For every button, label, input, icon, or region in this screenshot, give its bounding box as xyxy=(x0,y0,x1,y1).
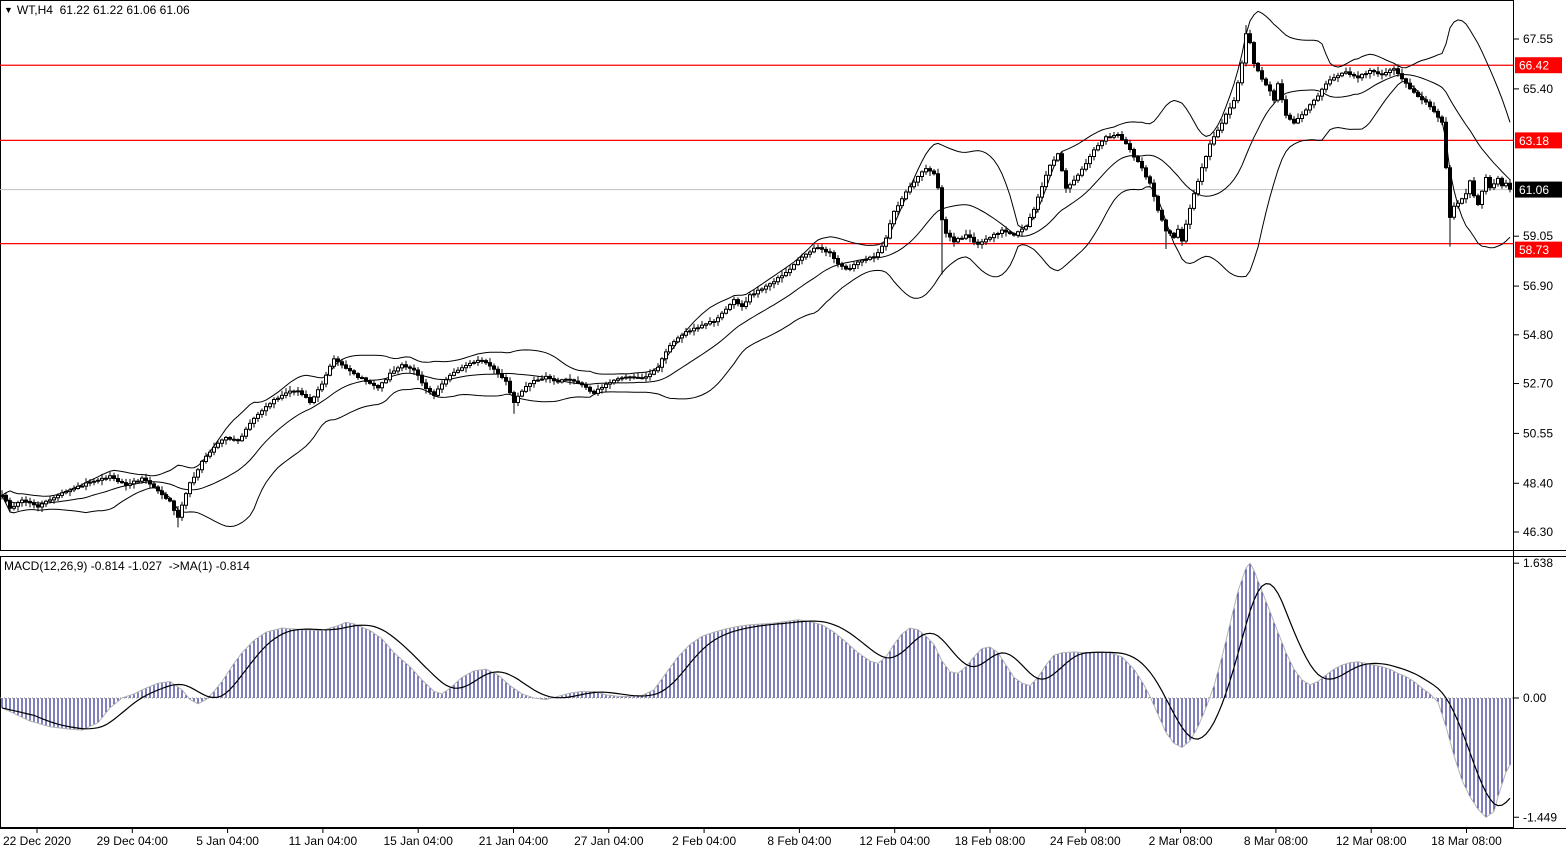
time-axis-label[interactable]: 2 Feb 04:00 xyxy=(672,834,736,848)
time-axis-label[interactable]: 8 Mar 08:00 xyxy=(1244,834,1308,848)
bullish-candles xyxy=(0,33,1508,518)
time-axis-label[interactable]: 12 Feb 04:00 xyxy=(859,834,930,848)
time-axis-label[interactable]: 22 Dec 2020 xyxy=(3,834,71,848)
time-axis-label[interactable]: 8 Feb 04:00 xyxy=(767,834,831,848)
current-price-label-bg xyxy=(1515,181,1562,198)
price-axis-label: 52.70 xyxy=(1523,377,1553,391)
ohlc-values: 61.22 61.22 61.06 61.06 xyxy=(59,3,190,17)
level-price-label-bg xyxy=(1515,241,1562,258)
macd-signal-line xyxy=(1,582,1511,807)
collapse-icon[interactable]: ▼ xyxy=(4,5,13,15)
bollinger-lower-band xyxy=(1,80,1511,528)
macd-axis-label: -1.449 xyxy=(1523,810,1557,824)
price-axis-label: 59.05 xyxy=(1523,229,1553,243)
price-axis-label: 54.80 xyxy=(1523,328,1553,342)
time-axis-label[interactable]: 21 Jan 04:00 xyxy=(479,834,549,848)
time-axis-label[interactable]: 29 Dec 04:00 xyxy=(97,834,169,848)
time-axis-label[interactable]: 18 Mar 08:00 xyxy=(1431,834,1502,848)
macd-axis-label: 1.638 xyxy=(1523,556,1553,570)
bollinger-upper-band xyxy=(1,10,1511,497)
time-axis-label[interactable]: 15 Jan 04:00 xyxy=(383,834,453,848)
macd-chart-panel[interactable] xyxy=(0,556,1514,828)
time-axis-label[interactable]: 2 Mar 08:00 xyxy=(1149,834,1213,848)
macd-indicator-label: MACD(12,26,9) -0.814 -1.027 ->MA(1) -0.8… xyxy=(4,559,250,573)
level-price-label-bg xyxy=(1515,57,1562,74)
time-axis-label[interactable]: 11 Jan 04:00 xyxy=(289,834,358,848)
bollinger-middle-band xyxy=(1,74,1511,504)
price-axis-label: 50.55 xyxy=(1523,426,1553,440)
time-axis-label[interactable]: 24 Feb 08:00 xyxy=(1050,834,1121,848)
macd-line xyxy=(1,562,1511,818)
bearish-candles xyxy=(4,33,1512,518)
time-axis-label[interactable]: 27 Jan 04:00 xyxy=(574,834,644,848)
level-price-label: 58.73 xyxy=(1519,243,1549,257)
level-price-label: 66.42 xyxy=(1519,59,1549,73)
time-axis-label[interactable]: 12 Mar 08:00 xyxy=(1336,834,1407,848)
symbol-header: ▼ WT,H4 61.22 61.22 61.06 61.06 xyxy=(4,3,190,17)
price-axis-label: 46.30 xyxy=(1523,525,1553,539)
current-price-label: 61.06 xyxy=(1519,183,1549,197)
symbol-timeframe-label: WT,H4 xyxy=(16,3,53,17)
level-price-label: 63.18 xyxy=(1519,134,1549,148)
price-axis-label: 65.40 xyxy=(1523,82,1553,96)
price-axis-label: 67.55 xyxy=(1523,32,1553,46)
level-price-label-bg xyxy=(1515,132,1562,149)
time-axis-label[interactable]: 18 Feb 08:00 xyxy=(955,834,1026,848)
time-axis-label[interactable]: 5 Jan 04:00 xyxy=(196,834,259,848)
price-axis-label: 56.90 xyxy=(1523,279,1553,293)
price-axis-label: 48.40 xyxy=(1523,476,1553,490)
main-chart-panel[interactable] xyxy=(0,0,1514,551)
macd-axis-label: 0.00 xyxy=(1523,691,1547,705)
